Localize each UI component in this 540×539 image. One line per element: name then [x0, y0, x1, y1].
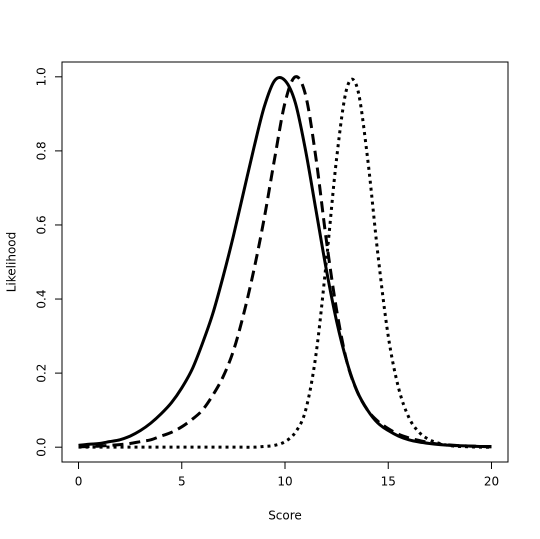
x-tick-label: 15: [381, 475, 396, 489]
plot-frame: [61, 61, 509, 463]
x-tick-label: 0: [75, 475, 83, 489]
likelihood-curve: [78, 76, 492, 448]
y-axis-label: Likelihood: [5, 232, 19, 293]
x-tick-label: 20: [484, 475, 499, 489]
y-tick-label: 0.2: [35, 364, 49, 383]
x-tick-label: 5: [178, 475, 186, 489]
likelihood-curve: [78, 77, 492, 449]
y-tick-label: 1.0: [35, 67, 49, 86]
x-tick-label: 10: [277, 475, 292, 489]
y-tick-label: 0.4: [35, 289, 49, 308]
likelihood-curve: [78, 75, 492, 449]
y-tick-label: 0.0: [35, 438, 49, 457]
y-tick-label: 0.6: [35, 215, 49, 234]
x-axis-label: Score: [268, 509, 302, 523]
y-tick-label: 0.8: [35, 141, 49, 160]
